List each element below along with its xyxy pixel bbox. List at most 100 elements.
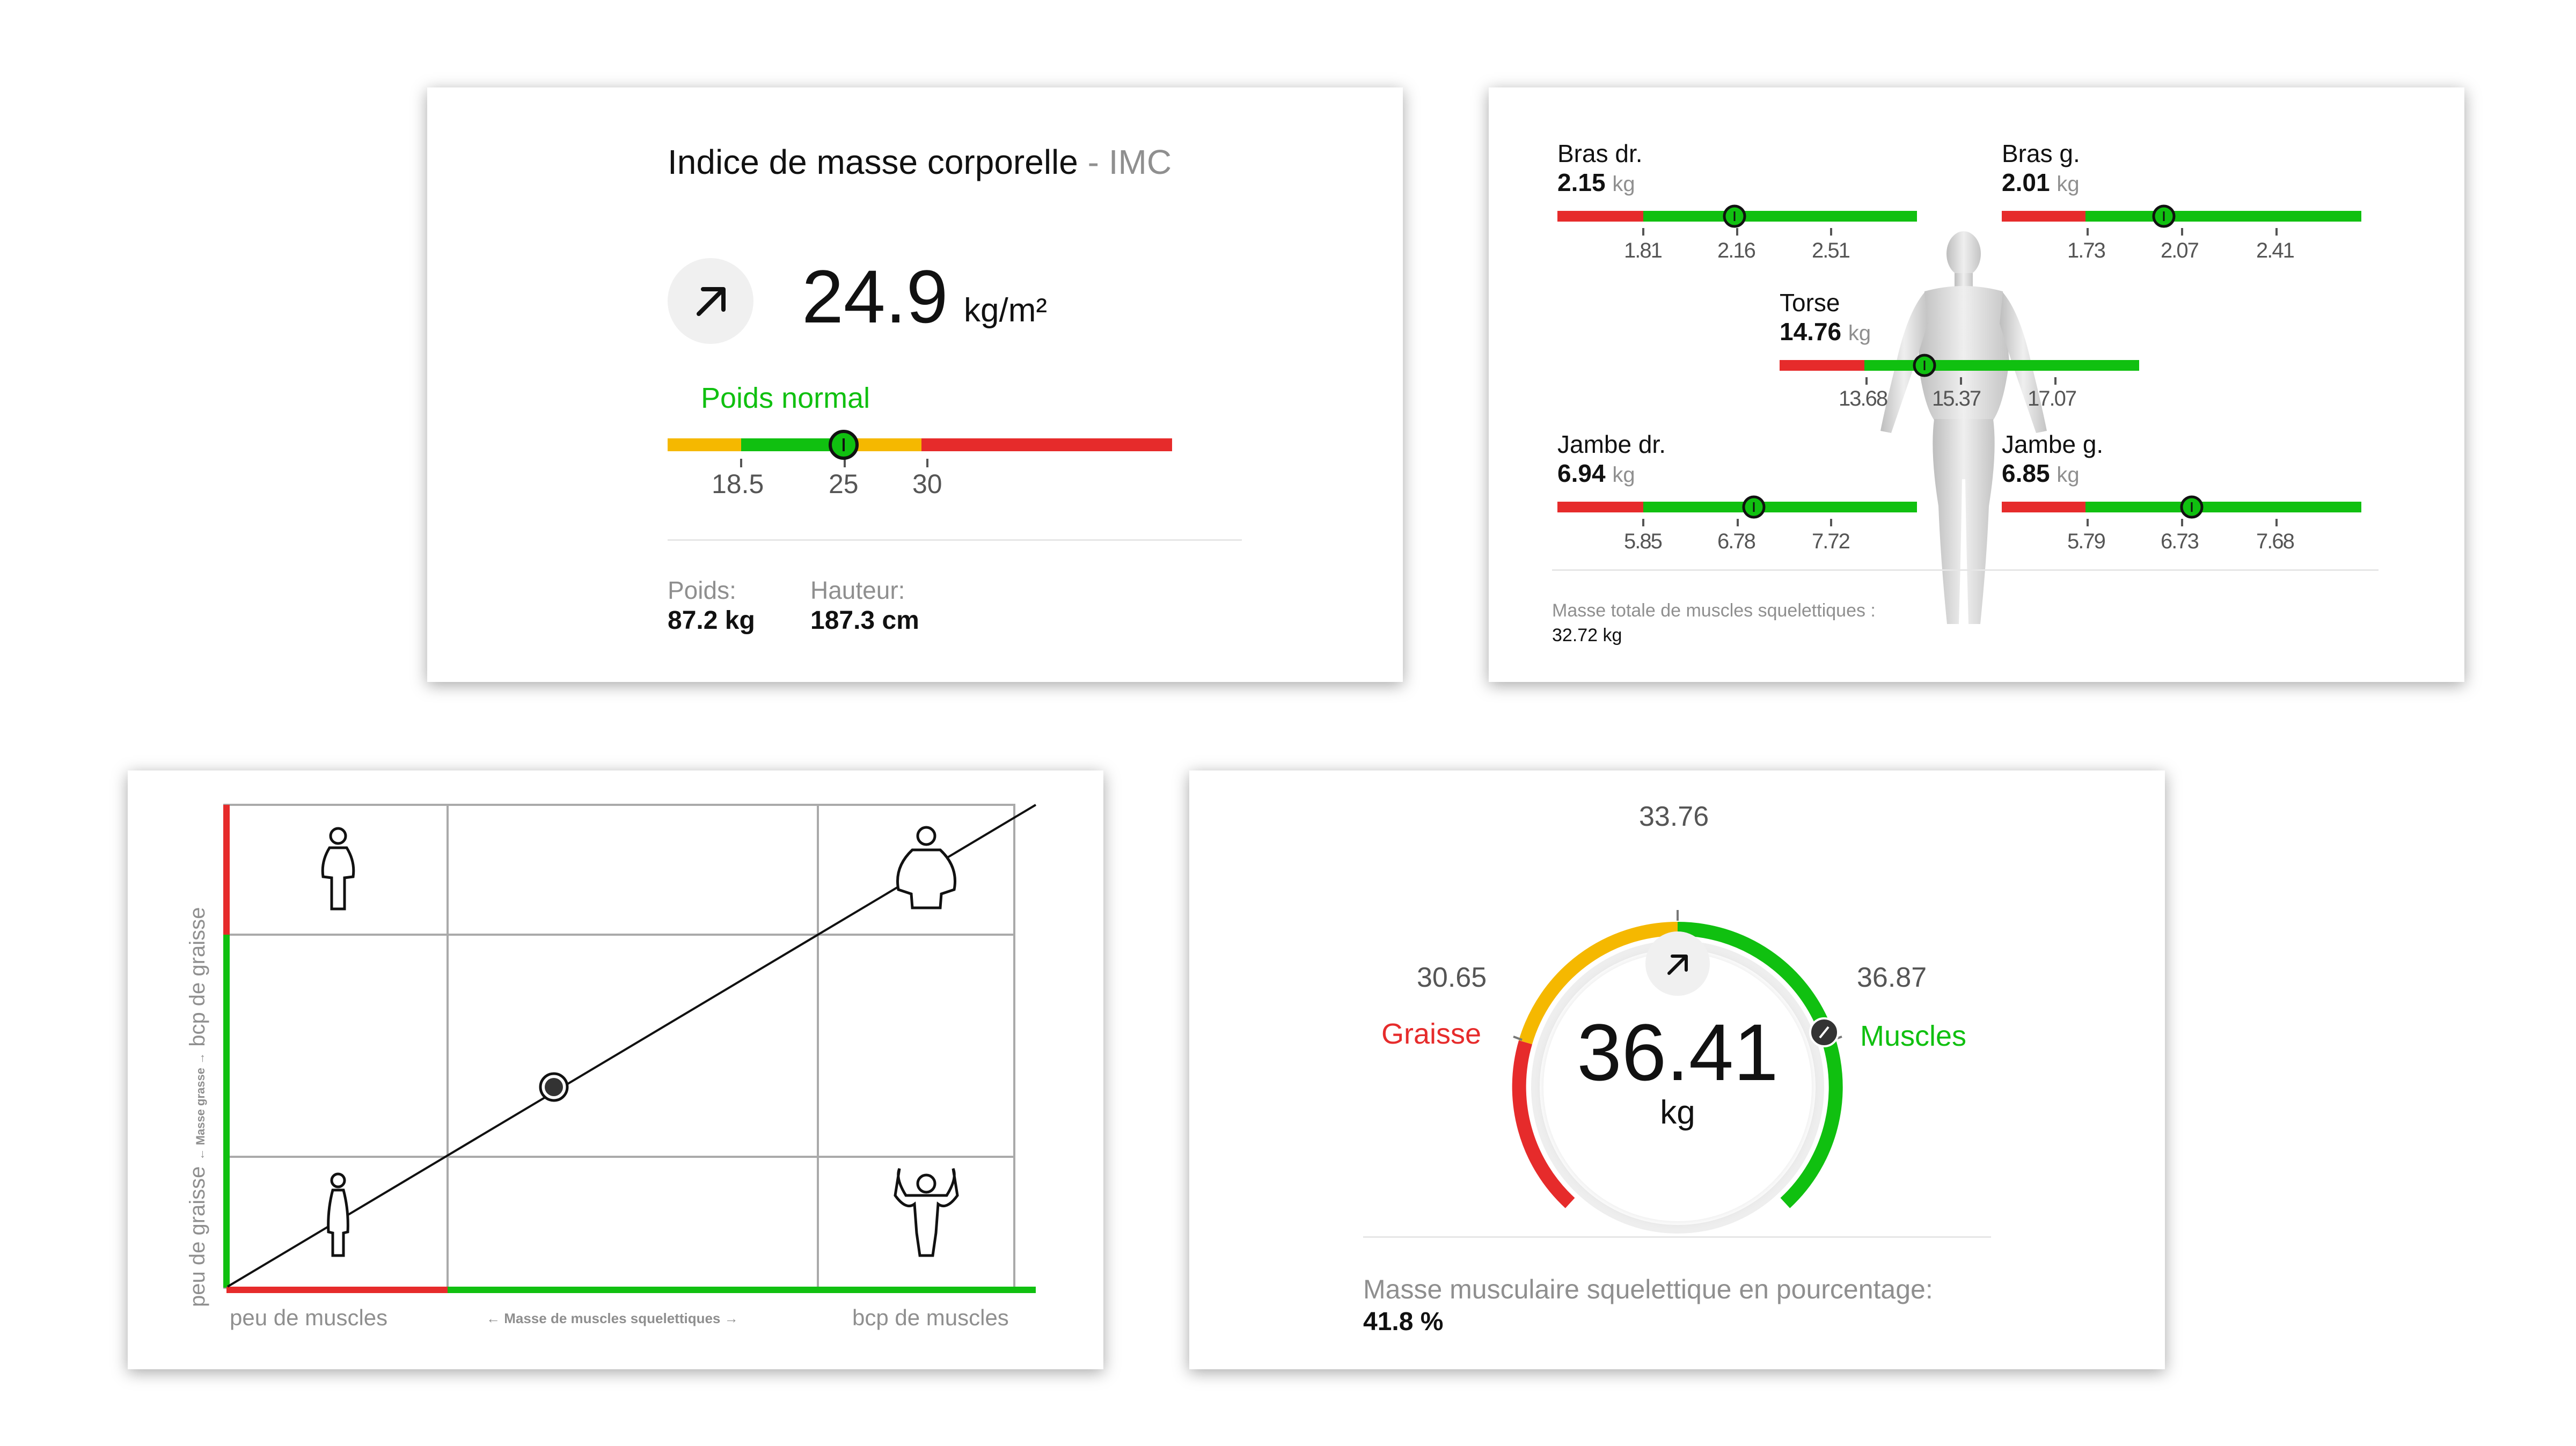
bmi-scale-red (921, 438, 1172, 451)
arm-right-tick-3: 2.51 (1812, 239, 1850, 262)
bmi-scale-green (741, 438, 845, 451)
leg-right-value: 6.94 (1557, 459, 1606, 487)
y-label-low: peu de graisse (186, 1166, 209, 1307)
torso-tick-2: 15.37 (1932, 387, 1981, 410)
torso-value: 14.76 (1780, 318, 1842, 346)
figure-thin-icon (327, 1172, 349, 1257)
x-label-high: bcp de muscles (852, 1305, 1009, 1330)
gauge-unit: kg (1660, 1094, 1695, 1131)
arm-right-bar (1557, 204, 1917, 236)
leg-right-bar (1557, 495, 1917, 526)
leg-left-unit: kg (2057, 463, 2080, 487)
gauge-value: 36.41 (1577, 1007, 1779, 1097)
leg-left-value-row: 6.85 kg (2002, 459, 2080, 488)
gauge-right-label: Muscles (1860, 1020, 1967, 1052)
bmi-scale (668, 430, 1172, 467)
arm-left-value-row: 2.01 kg (2002, 168, 2080, 197)
segment-divider (1552, 569, 2379, 571)
arm-right-marker (1723, 204, 1746, 228)
leg-left-tick-3: 7.68 (2256, 530, 2295, 553)
arrow-up-right-icon (697, 287, 726, 316)
muscle-percent-label: Masse musculaire squelettique en pourcen… (1363, 1274, 1933, 1304)
torso-name: Torse (1780, 289, 1840, 317)
torso-value-row: 14.76 kg (1780, 317, 1871, 346)
leg-right-name: Jambe dr. (1557, 430, 1666, 458)
trend-button[interactable] (668, 258, 753, 344)
bmi-title-suffix: IMC (1108, 143, 1172, 181)
bmi-value: 24.9 (802, 254, 948, 339)
bmi-card: Indice de masse corporelle - IMC 24.9 kg… (427, 87, 1403, 682)
segmental-muscle-card: Bras dr. 2.15 kg 1.81 2.16 2.51 Bras g. … (1489, 87, 2464, 682)
leg-left-value: 6.85 (2002, 459, 2050, 487)
muscle-gauge (1512, 910, 1843, 1234)
arm-right-tick-2: 2.16 (1717, 239, 1756, 262)
leg-left-marker (2180, 495, 2204, 519)
y-label-high: bcp de graisse (186, 907, 209, 1047)
bmi-status-label: Poids normal (701, 382, 870, 414)
x-label-low: peu de muscles (230, 1305, 388, 1330)
weight-value: 87.2 kg (668, 606, 755, 635)
arm-left-name: Bras g. (2002, 140, 2080, 167)
bmi-scale-yellow-low (668, 438, 741, 451)
bmi-tick-1: 18.5 (712, 469, 764, 499)
total-muscle-value: 32.72 kg (1552, 625, 1622, 645)
bmi-title-separator: - (1078, 143, 1109, 181)
height-value: 187.3 cm (810, 606, 919, 635)
gauge-left-label: Graisse (1381, 1018, 1482, 1050)
leg-right-value-row: 6.94 kg (1557, 459, 1635, 488)
leg-left-tick-1: 5.79 (2067, 530, 2106, 553)
gauge-right-value: 36.87 (1857, 962, 1927, 993)
body-type-matrix-card: peu de graisse ← Masse grasse → bcp de g… (128, 770, 1103, 1369)
x-label-mid: ← Masse de muscles squelettiques → (486, 1310, 738, 1326)
torso-unit: kg (1848, 321, 1871, 345)
y-label-mid: ← Masse grasse → (194, 1052, 207, 1161)
arm-left-marker (2152, 204, 2176, 228)
weight-label: Poids: (668, 576, 736, 604)
arrow-up-right-icon (1667, 955, 1688, 975)
bmi-title: Indice de masse corporelle - IMC (668, 142, 1172, 182)
bmi-tick-2: 25 (829, 469, 859, 499)
torso-tick-3: 17.07 (2028, 387, 2077, 410)
arm-left-value: 2.01 (2002, 168, 2050, 196)
total-muscle-label: Masse totale de muscles squelettiques : (1552, 600, 1876, 621)
torso-bar (1780, 354, 2139, 385)
arm-left-unit: kg (2057, 172, 2080, 196)
gauge-top-value: 33.76 (1639, 801, 1709, 832)
figure-muscular-icon (894, 1168, 959, 1257)
muscle-percent-value: 41.8 % (1363, 1308, 1444, 1336)
gauge-arc-red (1512, 1040, 1575, 1208)
gauge-marker (1809, 1017, 1839, 1047)
arm-right-value: 2.15 (1557, 168, 1606, 196)
arm-right-value-row: 2.15 kg (1557, 168, 1635, 197)
bmi-tick-3: 30 (912, 469, 942, 499)
gauge-arc-yellow (1519, 921, 1678, 1045)
arm-right-unit: kg (1612, 172, 1635, 196)
arm-right-tick-1: 1.81 (1624, 239, 1663, 262)
arm-left-tick-3: 2.41 (2256, 239, 2295, 262)
leg-right-tick-1: 5.85 (1624, 530, 1663, 553)
figure-thin-fat-icon (321, 827, 355, 911)
leg-right-unit: kg (1612, 463, 1635, 487)
leg-left-bar (2002, 495, 2361, 526)
leg-right-marker (1742, 495, 1766, 519)
torso-tick-1: 13.68 (1839, 387, 1888, 410)
y-axis-label-group: peu de graisse ← Masse grasse → bcp de g… (186, 792, 209, 1307)
user-position-marker (539, 1072, 569, 1102)
gauge-divider (1363, 1236, 1991, 1238)
arm-right-name: Bras dr. (1557, 140, 1643, 167)
bmi-divider (668, 539, 1242, 541)
leg-right-tick-2: 6.78 (1717, 530, 1756, 553)
arm-left-bar (2002, 204, 2361, 236)
leg-left-name: Jambe g. (2002, 430, 2104, 458)
arm-left-tick-2: 2.07 (2161, 239, 2199, 262)
bmi-title-text: Indice de masse corporelle (668, 143, 1078, 181)
bmi-unit: kg/m² (964, 292, 1047, 329)
gauge-trend-button[interactable] (1645, 931, 1710, 996)
leg-left-tick-2: 6.73 (2161, 530, 2199, 553)
arm-left-tick-1: 1.73 (2067, 239, 2106, 262)
gauge-left-value: 30.65 (1417, 962, 1487, 993)
bmi-marker (829, 430, 859, 460)
height-label: Hauteur: (810, 576, 905, 604)
leg-right-tick-3: 7.72 (1812, 530, 1850, 553)
body-type-matrix (223, 804, 1037, 1293)
